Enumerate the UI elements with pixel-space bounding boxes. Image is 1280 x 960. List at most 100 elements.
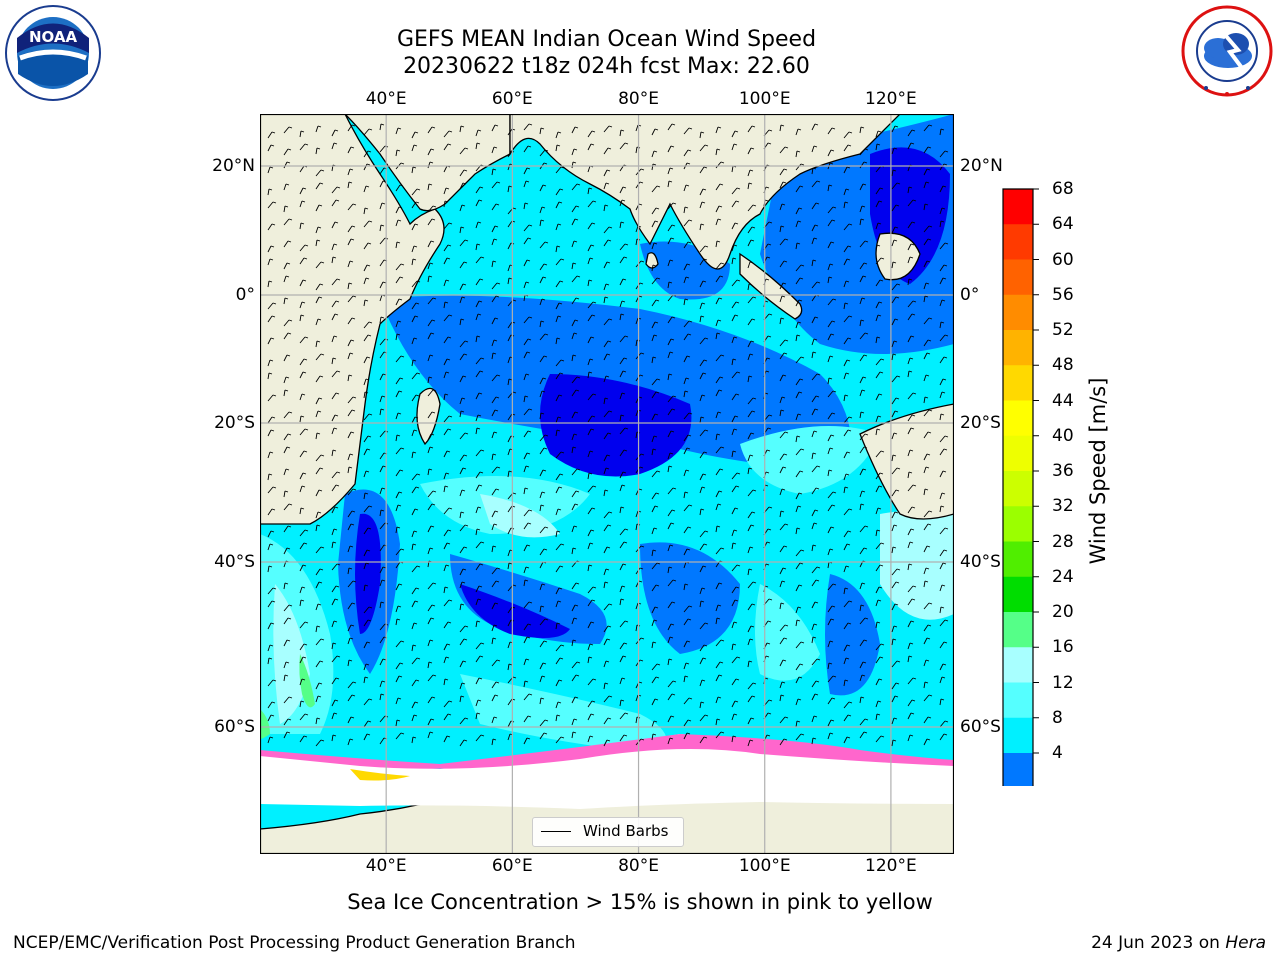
wind-barb: [603, 546, 611, 554]
wind-barb: [475, 506, 482, 514]
wind-barb: [859, 547, 868, 555]
wind-barb: [411, 486, 420, 494]
wind-barb: [555, 714, 561, 722]
wind-barb: [427, 319, 436, 327]
wind-barb: [571, 389, 580, 397]
wind-barb: [267, 657, 273, 665]
wind-barb: [427, 696, 436, 704]
colorbar-bin: [1003, 506, 1033, 542]
wind-barb: [443, 564, 450, 572]
wind-barb: [843, 587, 849, 595]
wind-barb: [907, 484, 917, 492]
colorbar-tick-label: 48: [1052, 355, 1074, 376]
wind-barb: [363, 185, 370, 193]
wind-barb: [539, 675, 546, 683]
wind-barb: [619, 563, 627, 571]
wind-barb: [779, 374, 787, 382]
wind-barb: [651, 356, 657, 364]
wind-barb: [571, 262, 577, 270]
wind-barb: [747, 568, 753, 576]
wind-barb: [331, 699, 339, 707]
wind-barb: [667, 373, 673, 381]
wind-barb: [875, 542, 885, 550]
wind-barb: [427, 126, 436, 134]
wind-barb: [571, 617, 578, 625]
wind-barb: [523, 623, 532, 631]
wind-barb: [539, 469, 547, 477]
wind-barb: [331, 642, 337, 650]
wind-barb: [379, 658, 387, 666]
wind-barb: [747, 489, 757, 497]
graticule: [260, 114, 954, 854]
wind-barb: [587, 130, 596, 138]
wind-barb: [875, 393, 883, 401]
wind-barb: [619, 541, 628, 549]
wind-barb: [315, 432, 321, 440]
lon-label-top: 100°E: [738, 89, 791, 109]
wind-barb: [747, 239, 755, 247]
wind-barb: [315, 261, 325, 269]
wind-barb: [411, 302, 420, 310]
wind-barb: [939, 277, 947, 285]
wind-barb: [859, 376, 867, 384]
wind-barb: [667, 636, 674, 644]
wind-barb: [267, 679, 277, 687]
wind-barb: [667, 430, 675, 438]
wind-barb: [411, 714, 418, 722]
wind-barb: [395, 605, 402, 613]
wind-barb: [699, 416, 705, 424]
wind-barb: [475, 427, 481, 435]
wind-barb: [603, 239, 612, 247]
wind-barb: [427, 433, 435, 441]
wind-barb: [667, 281, 673, 289]
wind-barb: [795, 356, 805, 364]
wind-barb: [891, 204, 900, 212]
wind-barb: [779, 659, 787, 667]
wind-barb: [363, 391, 369, 399]
wind-barb: [731, 450, 737, 458]
wind-barb: [667, 522, 675, 530]
wind-barb: [363, 413, 373, 421]
wind-barb: [459, 261, 468, 269]
wind-barb: [683, 276, 690, 284]
wind-barb: [891, 125, 899, 133]
wind-barb: [299, 371, 307, 379]
lon-label-bot: 100°E: [738, 856, 791, 876]
wind-barb: [523, 373, 530, 381]
wind-barb: [731, 371, 741, 379]
wind-barb: [491, 738, 497, 746]
colorbar-bin: [1003, 717, 1033, 754]
wind-barb: [379, 123, 385, 131]
wind-barb: [315, 397, 323, 405]
wind-barb: [267, 736, 274, 744]
wind-barb: [411, 679, 420, 687]
wind-barb: [523, 487, 529, 495]
wind-barb: [571, 582, 580, 590]
lat-label-left: 40°S: [214, 552, 255, 572]
wind-barb: [603, 397, 609, 405]
colorbar-tick-label: 28: [1052, 531, 1074, 552]
colorbar-tick-label: 24: [1052, 566, 1074, 587]
wind-barb: [651, 492, 660, 500]
wind-barb: [811, 544, 817, 552]
wind-barb: [779, 624, 789, 632]
wind-barb: [475, 528, 481, 536]
wind-barb: [347, 694, 356, 702]
wind-barb: [923, 124, 933, 132]
wind-barb: [523, 452, 531, 460]
wind-barb: [859, 525, 869, 533]
wind-barb: [795, 378, 804, 386]
wind-barb: [267, 622, 275, 630]
wind-barb: [907, 655, 913, 663]
wind-barb: [283, 468, 290, 476]
wind-barb: [459, 625, 469, 633]
wind-barb: [827, 447, 834, 455]
wind-barb: [699, 280, 707, 288]
wind-barb: [811, 237, 818, 245]
wind-barb: [443, 529, 452, 537]
wind-barb: [347, 203, 357, 211]
wind-barb: [907, 392, 917, 400]
wind-barb: [747, 660, 753, 668]
wind-barb: [683, 732, 691, 740]
wind-barb: [491, 238, 498, 246]
